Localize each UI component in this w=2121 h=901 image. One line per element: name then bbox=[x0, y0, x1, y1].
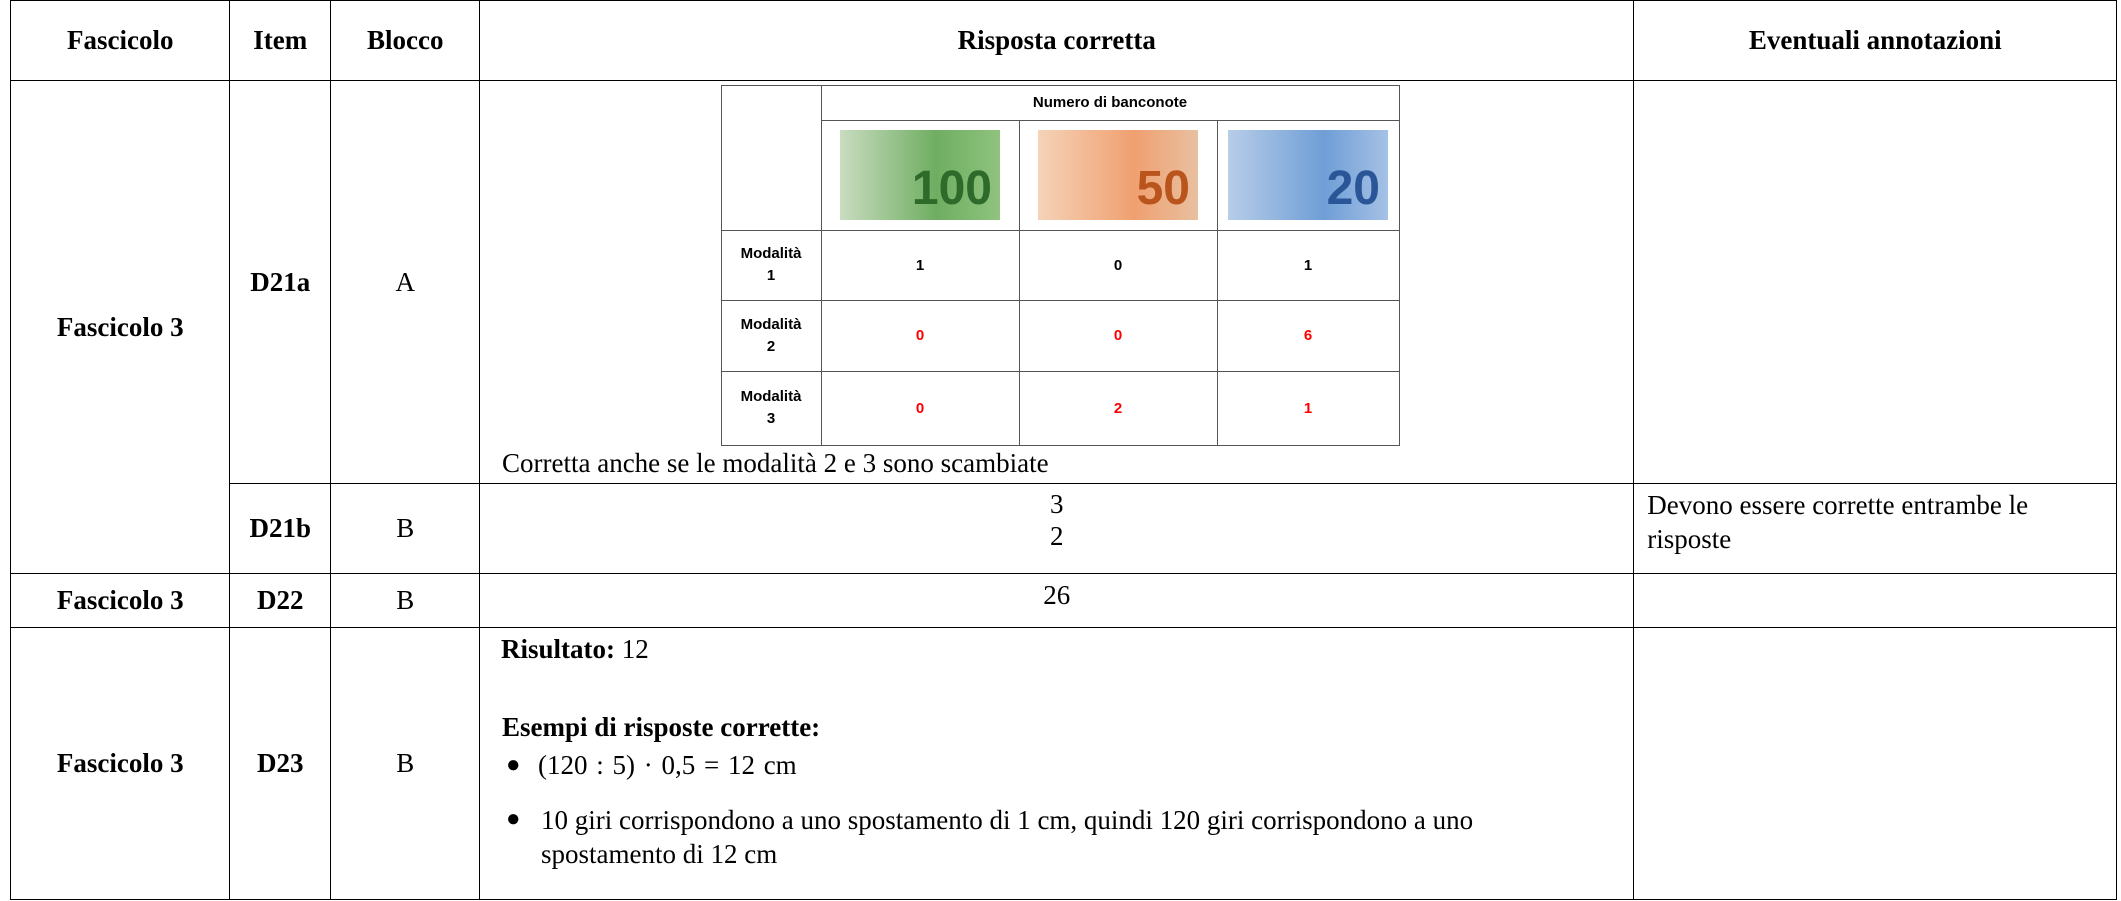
annotazioni-cell bbox=[1633, 573, 2118, 629]
row-label: Modalità 2 bbox=[720, 299, 822, 372]
fascicolo-cell: Fascicolo 3 bbox=[10, 573, 231, 629]
inner-value: 0 bbox=[820, 370, 1020, 446]
risposta-cell: 26 bbox=[479, 573, 1635, 629]
banknote: 100 bbox=[840, 130, 1000, 220]
inner-value: 2 bbox=[1018, 370, 1218, 446]
header-cell: Eventuali annotazioni bbox=[1633, 0, 2118, 82]
bullet: ● bbox=[506, 806, 521, 832]
item-cell: D22 bbox=[229, 573, 332, 629]
blocco-cell: B bbox=[330, 627, 481, 901]
fascicolo-cell: Fascicolo 3 bbox=[10, 627, 231, 901]
item-cell: D21b bbox=[229, 483, 332, 575]
inner-cell bbox=[720, 84, 822, 231]
item-cell: D21a bbox=[229, 80, 332, 485]
annotazioni-cell bbox=[1633, 627, 2118, 901]
header-cell: Blocco bbox=[330, 0, 481, 82]
inner-value: 0 bbox=[1018, 229, 1218, 301]
example: 10 giri corrispondono a uno spostamento … bbox=[541, 805, 1474, 869]
row-label: Modalità 1 bbox=[720, 229, 822, 301]
annotazioni-cell bbox=[1633, 80, 2118, 485]
inner-value: 0 bbox=[1018, 299, 1218, 372]
result-value: 12 bbox=[621, 634, 649, 664]
blocco-cell: A bbox=[330, 80, 481, 485]
annotazioni-cell: Devono essere corrette entrambe le rispo… bbox=[1633, 483, 2118, 575]
risposta-cell: 3 2 bbox=[479, 483, 1635, 575]
banknote: 50 bbox=[1038, 130, 1198, 220]
examples-title: Esempi di risposte corrette: bbox=[502, 712, 821, 742]
bullet: ● bbox=[506, 752, 521, 778]
inner-value: 6 bbox=[1216, 299, 1400, 372]
inner-value: 1 bbox=[1216, 229, 1400, 301]
result-label: Risultato: bbox=[501, 634, 615, 664]
header-cell: Risposta corretta bbox=[479, 0, 1635, 82]
answer-line: 3 bbox=[1050, 489, 1064, 520]
inner-header: Numero di banconote bbox=[820, 84, 1400, 121]
item-cell: D23 bbox=[229, 627, 332, 901]
example: (120 : 5) · 0,5 = 12 cm bbox=[538, 750, 797, 780]
inner-value: 1 bbox=[1216, 370, 1400, 446]
blocco-cell: B bbox=[330, 483, 481, 575]
blocco-cell: B bbox=[330, 573, 481, 629]
fascicolo-cell: Fascicolo 3 bbox=[10, 80, 231, 575]
inner-value: 1 bbox=[820, 229, 1020, 301]
header-cell: Item bbox=[229, 0, 332, 82]
note: Corretta anche se le modalità 2 e 3 sono… bbox=[502, 448, 1049, 478]
row-label: Modalità 3 bbox=[720, 370, 822, 446]
inner-value: 0 bbox=[820, 299, 1020, 372]
header-cell: Fascicolo bbox=[10, 0, 231, 82]
answer-line: 2 bbox=[1050, 521, 1064, 552]
banknote: 20 bbox=[1228, 130, 1388, 220]
result: Risultato: 12 bbox=[501, 634, 649, 665]
